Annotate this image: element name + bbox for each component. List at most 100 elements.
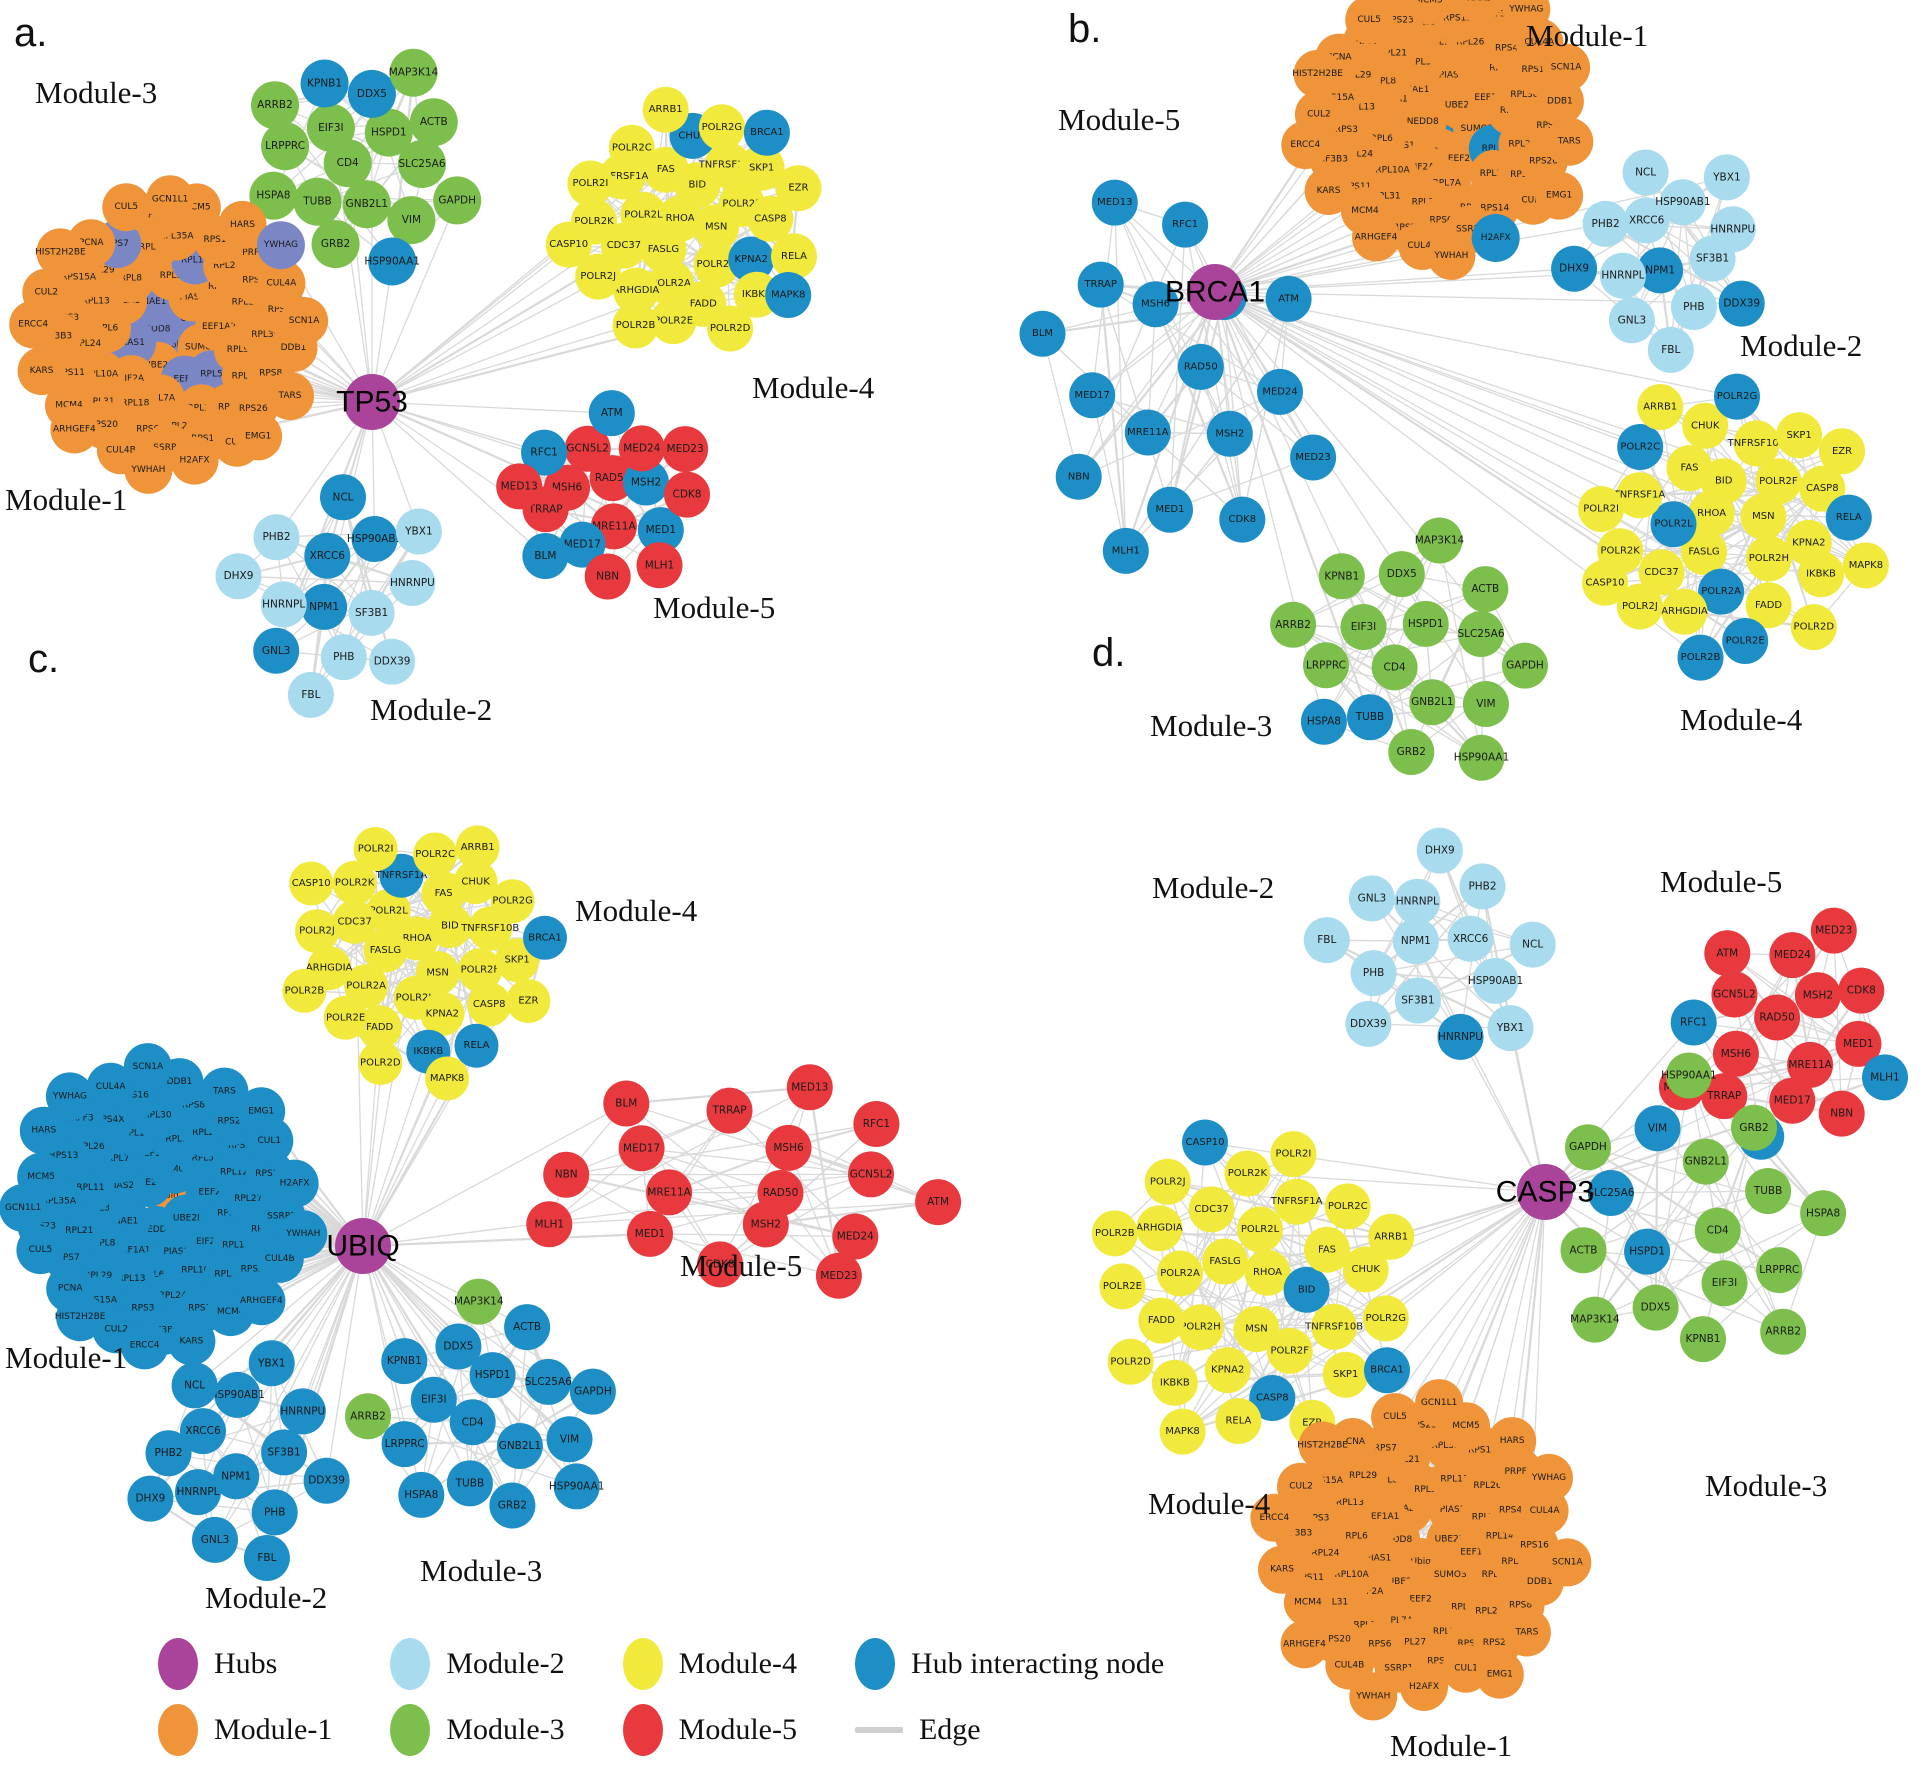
node-MCM5 bbox=[1405, 0, 1453, 25]
edge bbox=[1099, 284, 1127, 552]
node-LRPPRC bbox=[1303, 642, 1349, 689]
node-FBL bbox=[243, 1535, 290, 1581]
node-DHX9 bbox=[1416, 827, 1463, 874]
node-TUBB bbox=[1347, 694, 1393, 741]
edge bbox=[371, 200, 458, 403]
node-GRB2 bbox=[311, 220, 360, 269]
node-MED13 bbox=[1091, 179, 1138, 226]
edge bbox=[362, 1245, 528, 1328]
edge bbox=[1368, 1023, 1511, 1029]
edge bbox=[1644, 172, 1695, 308]
node-ARHGEF4 bbox=[237, 1277, 286, 1326]
node-SF3B1 bbox=[348, 589, 395, 636]
panel-c-nodes: RHOAMSNFASLGBIDPOLR2HPOLR2LPOLR2FPOLR2AF… bbox=[0, 825, 962, 1581]
node-HSPD1 bbox=[1624, 1228, 1671, 1275]
panel-c-module-1-label: Module-1 bbox=[5, 1340, 127, 1375]
edge bbox=[371, 401, 546, 557]
node-MLH1 bbox=[1102, 527, 1149, 574]
node-H2AFX bbox=[1471, 214, 1520, 262]
node-RFC1 bbox=[853, 1101, 900, 1147]
node-SCN1A bbox=[123, 1043, 172, 1092]
node-CD4 bbox=[449, 1399, 496, 1446]
node-MSN bbox=[1740, 493, 1787, 540]
node-ACTB bbox=[1462, 566, 1509, 613]
node-CDK8 bbox=[664, 471, 710, 518]
panel-a-nodes: CD4HSPD1GNB2L1EIF3ISLC25A6TUBBDDX5VIMLRP… bbox=[9, 48, 822, 718]
node-RELA bbox=[454, 1023, 499, 1068]
node-SLC25A6 bbox=[525, 1358, 572, 1405]
node-CUL4A bbox=[257, 259, 306, 308]
node-ARHGDIA bbox=[613, 267, 659, 314]
edge bbox=[641, 1147, 872, 1176]
legend-column-2: Module-4 Module-5 bbox=[622, 1636, 797, 1758]
node-POLR2L bbox=[1650, 501, 1697, 548]
edge bbox=[362, 1232, 651, 1248]
edge bbox=[1760, 954, 1794, 1137]
node-GNB2L1 bbox=[1409, 679, 1456, 726]
edge bbox=[641, 1147, 767, 1225]
node-MED17 bbox=[1069, 372, 1116, 419]
node-EIF3I bbox=[410, 1376, 457, 1423]
node-PHB bbox=[1350, 950, 1397, 997]
edge bbox=[362, 1051, 429, 1247]
edge bbox=[1367, 943, 1534, 1025]
edge bbox=[548, 1086, 811, 1225]
node-POLR2G bbox=[1714, 373, 1760, 420]
node-HIST2H2BE bbox=[36, 228, 85, 277]
node-ARHGDIA bbox=[1136, 1205, 1183, 1252]
node-YWHAH bbox=[124, 445, 173, 494]
node-DHX9 bbox=[1551, 245, 1598, 292]
node-ERCC4 bbox=[1281, 121, 1330, 170]
legend-label: Module-3 bbox=[446, 1713, 565, 1746]
legend-item-module-2: Module-2 bbox=[390, 1636, 565, 1692]
node-GNL3 bbox=[192, 1516, 238, 1563]
node-CD4 bbox=[1694, 1207, 1741, 1254]
node-YBX1 bbox=[1703, 154, 1750, 201]
node-HSP90AA1 bbox=[1458, 734, 1505, 781]
node-MED24 bbox=[1257, 368, 1303, 415]
legend-item-module-5: Module-5 bbox=[622, 1702, 797, 1758]
node-MED23 bbox=[815, 1252, 862, 1299]
node-CASP10 bbox=[1582, 559, 1628, 606]
node-POLR2A bbox=[1157, 1250, 1203, 1297]
legend-item-hubs: Hubs bbox=[158, 1636, 332, 1692]
hub-label-UBIQ: UBIQ bbox=[326, 1230, 399, 1263]
edge bbox=[1214, 291, 1325, 722]
node-POLR2E bbox=[1099, 1263, 1146, 1310]
edge-line-swatch bbox=[854, 1727, 903, 1733]
node-MAPK8 bbox=[1159, 1408, 1206, 1455]
node-NPM1 bbox=[1392, 918, 1439, 965]
node-POLR2C bbox=[1324, 1183, 1371, 1230]
edge bbox=[1459, 1036, 1546, 1193]
node-H2AFX bbox=[270, 1159, 319, 1208]
node-POLR2G bbox=[1362, 1295, 1409, 1342]
panel-d-module-2-label: Module-2 bbox=[1152, 870, 1274, 905]
edge bbox=[649, 1233, 840, 1277]
node-GAPDH bbox=[433, 176, 482, 225]
panel-c-letter: c. bbox=[28, 637, 59, 681]
node-DDX39 bbox=[369, 638, 416, 685]
legend-label: Edge bbox=[918, 1713, 981, 1746]
node-HSP90AB1 bbox=[214, 1371, 261, 1418]
panel-b-module-3-label: Module-3 bbox=[1150, 708, 1272, 743]
node-FASLG bbox=[1202, 1238, 1249, 1285]
node-DDX5 bbox=[435, 1323, 482, 1370]
node-CUL5 bbox=[1371, 1393, 1420, 1442]
node-NCL bbox=[320, 474, 366, 521]
node-YWHAG bbox=[45, 1072, 94, 1121]
edge bbox=[565, 1173, 856, 1238]
node-SLC25A6 bbox=[1458, 611, 1504, 657]
edge bbox=[235, 1245, 364, 1477]
node-YBX1 bbox=[395, 508, 442, 555]
node-FASLG bbox=[1681, 529, 1727, 575]
node-GNB2L1 bbox=[1682, 1138, 1729, 1185]
node-CDC37 bbox=[332, 899, 377, 944]
node-BLM bbox=[1019, 310, 1066, 357]
edge bbox=[1371, 898, 1462, 1038]
edge bbox=[1726, 952, 1859, 1045]
node-EZR bbox=[775, 165, 822, 212]
node-RAD50 bbox=[1177, 343, 1224, 390]
node-SF3B1 bbox=[261, 1429, 308, 1476]
legend-label: Module-4 bbox=[678, 1647, 797, 1680]
node-MAPK8 bbox=[425, 1056, 470, 1101]
